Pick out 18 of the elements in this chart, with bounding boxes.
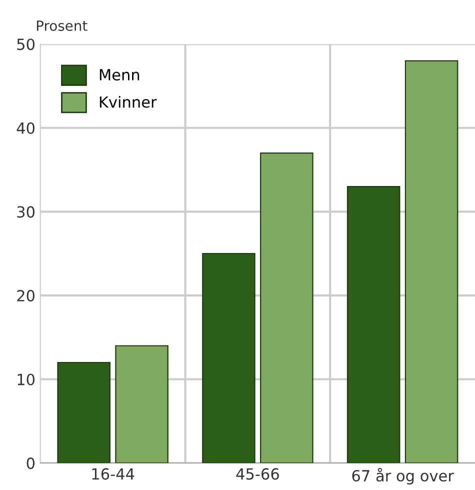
y-tick-label: 0 <box>26 458 34 470</box>
bar <box>115 345 168 464</box>
bar <box>260 152 314 464</box>
y-tick-label: 50 <box>17 38 34 50</box>
x-tick-label: 67 år og over <box>352 468 454 484</box>
bar <box>404 60 458 464</box>
y-tick-label: 40 <box>16 122 34 134</box>
bar <box>346 186 400 464</box>
bar <box>57 362 110 464</box>
bar <box>202 253 256 464</box>
x-tick-label: 16-44 <box>92 468 134 480</box>
x-tick-label: 45-66 <box>236 468 279 480</box>
y-tick-label: 30 <box>17 206 34 218</box>
legend-label: Kvinner <box>100 96 157 108</box>
y-axis-title: Prosent <box>36 20 88 31</box>
y-tick-label: 20 <box>17 290 34 302</box>
y-tick-label: 10 <box>18 374 34 386</box>
legend-label: Menn <box>100 69 140 81</box>
